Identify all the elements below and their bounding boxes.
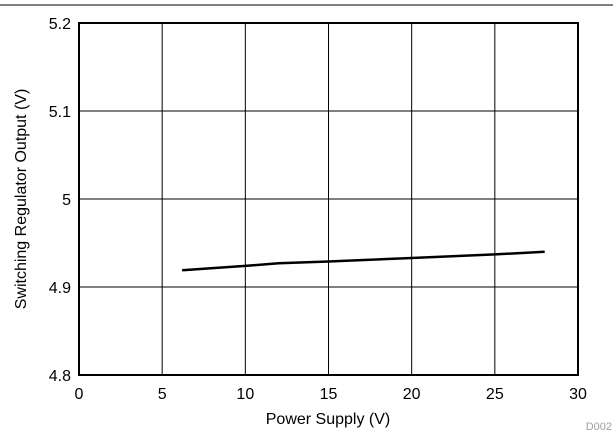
x-axis-label: Power Supply (V) — [266, 411, 391, 428]
y-tick-labels: 4.8 4.9 5 5.1 5.2 — [49, 16, 71, 385]
x-tick-label: 10 — [236, 386, 254, 403]
x-tick-label: 0 — [75, 386, 84, 403]
series-layer — [182, 250, 545, 272]
x-tick-labels: 0 5 10 15 20 25 30 — [75, 386, 587, 403]
x-tick-label: 15 — [320, 386, 338, 403]
y-tick-label: 4.8 — [49, 368, 71, 385]
y-axis-label: Switching Regulator Output (V) — [13, 89, 30, 310]
plot-frame — [78, 22, 579, 376]
y-tick-label: 5.2 — [49, 16, 71, 33]
y-tick-label: 5.1 — [49, 104, 71, 121]
series-line — [182, 250, 545, 272]
y-tick-label: 5 — [62, 192, 71, 209]
grid — [79, 23, 578, 375]
x-tick-label: 25 — [486, 386, 504, 403]
y-tick-label: 4.9 — [49, 280, 71, 297]
x-tick-label: 20 — [403, 386, 421, 403]
x-tick-label: 30 — [569, 386, 587, 403]
x-tick-label: 5 — [158, 386, 167, 403]
watermark-label: D002 — [586, 421, 612, 432]
